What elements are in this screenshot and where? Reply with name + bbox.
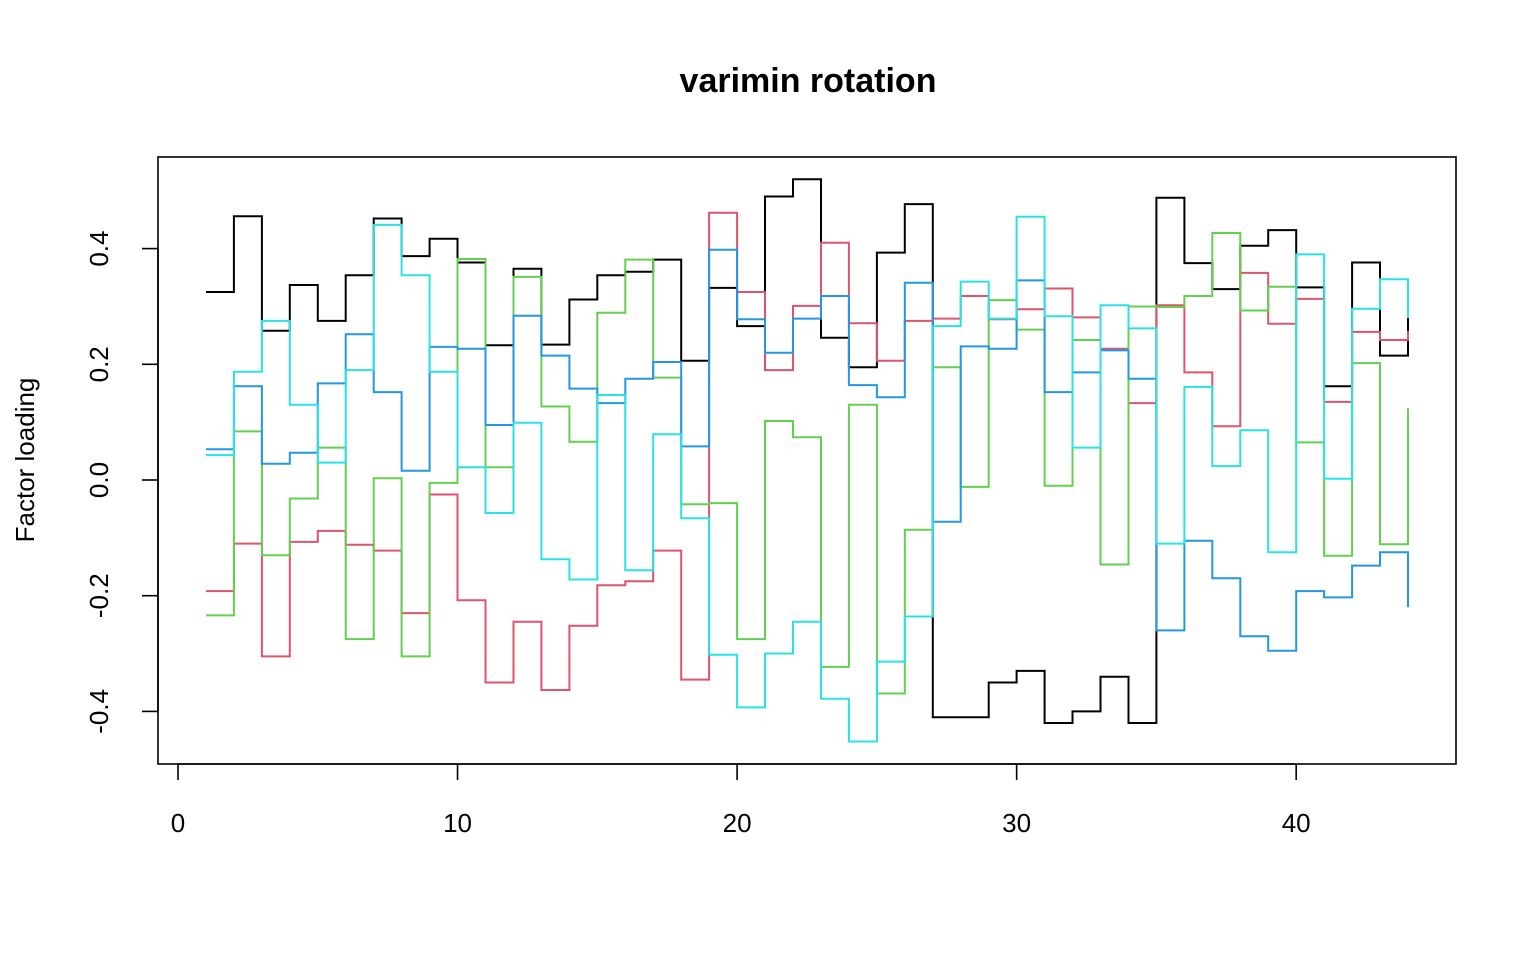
y-axis: -0.4 -0.2 0.0 0.2 0.4 bbox=[84, 231, 159, 734]
x-tick-label: 10 bbox=[443, 808, 472, 838]
x-tick-label: 40 bbox=[1282, 808, 1311, 838]
y-axis-label: Factor loading bbox=[10, 378, 40, 543]
y-tick-label: 0.2 bbox=[84, 346, 114, 382]
x-tick-label: 20 bbox=[723, 808, 752, 838]
series-layer bbox=[206, 178, 1409, 743]
x-tick-label: 30 bbox=[1002, 808, 1031, 838]
plot-frame bbox=[157, 156, 1457, 765]
series-line-3 bbox=[206, 232, 1409, 695]
chart-title: varimin rotation bbox=[680, 62, 937, 100]
y-tick-label: 0.4 bbox=[84, 231, 114, 267]
y-tick-label: -0.2 bbox=[84, 573, 114, 618]
series-line-1 bbox=[206, 178, 1409, 724]
y-tick-label: -0.4 bbox=[84, 689, 114, 734]
x-axis: 0 10 20 30 40 bbox=[171, 763, 1311, 838]
x-tick-label: 0 bbox=[171, 808, 185, 838]
y-tick-label: 0.0 bbox=[84, 462, 114, 498]
series-line-4 bbox=[206, 248, 1409, 652]
series-line-2 bbox=[206, 211, 1409, 691]
series-line-5 bbox=[206, 215, 1409, 743]
